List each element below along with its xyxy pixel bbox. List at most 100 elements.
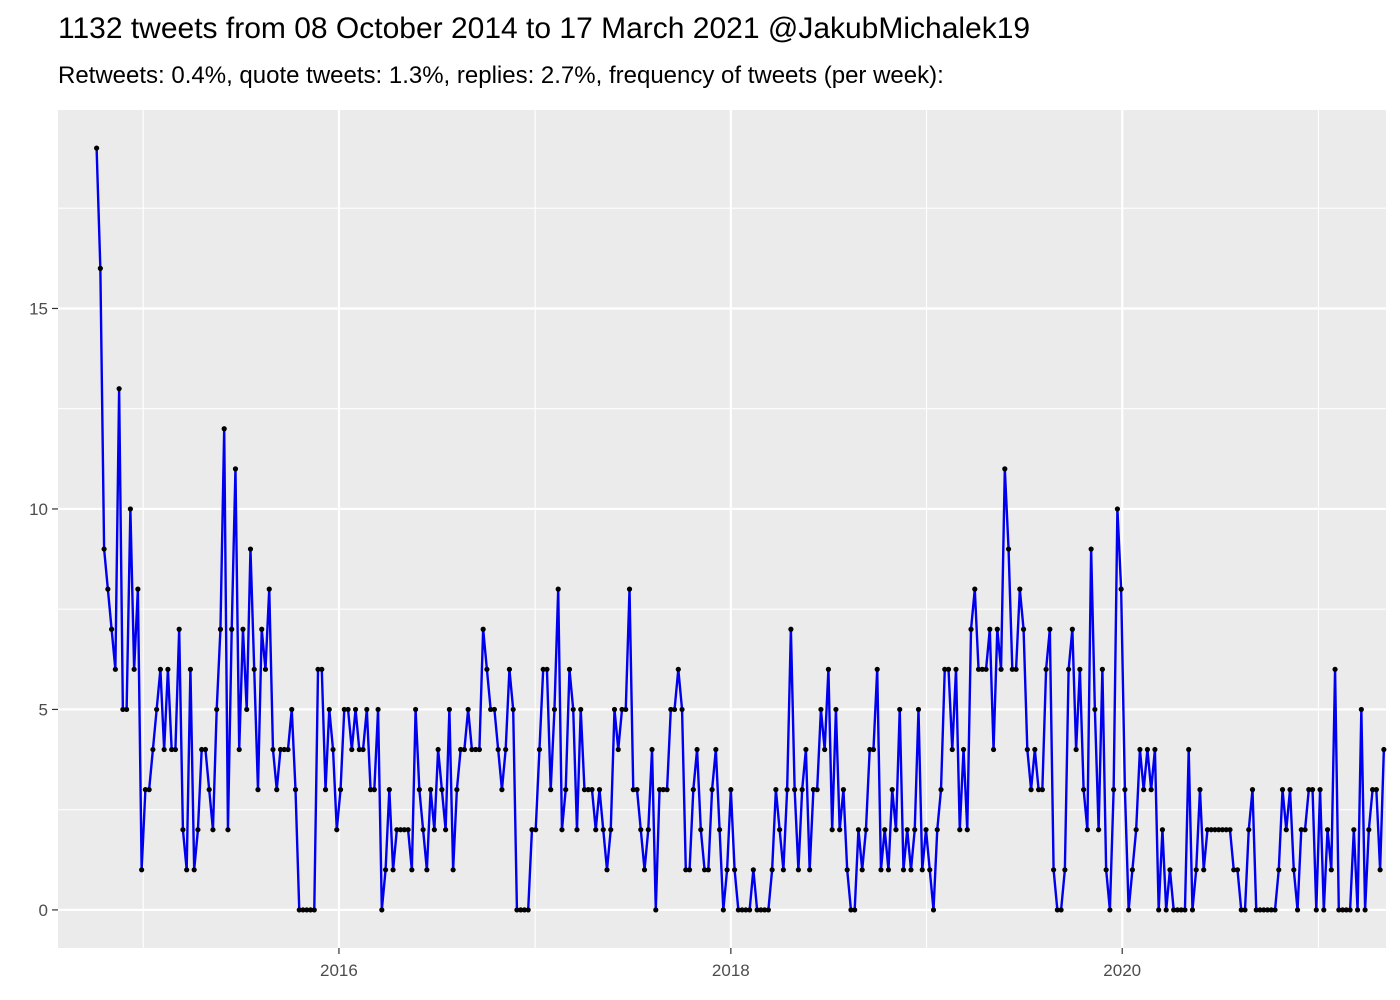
data-point — [656, 787, 663, 793]
data-point — [1092, 706, 1098, 713]
data-point — [533, 827, 539, 833]
data-point — [551, 706, 558, 713]
data-point — [1066, 666, 1072, 672]
data-point — [1178, 907, 1184, 913]
data-point — [229, 626, 235, 632]
data-point — [585, 787, 591, 793]
data-point — [1328, 867, 1334, 873]
data-point — [732, 867, 738, 873]
data-point — [1370, 787, 1376, 793]
data-point — [1381, 746, 1387, 753]
data-point — [390, 867, 396, 873]
y-tick-label: 15 — [29, 299, 48, 318]
data-point — [345, 706, 351, 713]
data-point — [777, 827, 783, 833]
data-point — [589, 787, 595, 793]
data-point — [184, 867, 190, 873]
data-point — [1017, 586, 1023, 592]
data-point — [994, 626, 1000, 632]
data-point — [326, 706, 332, 713]
data-point — [867, 746, 873, 753]
data-point — [724, 867, 730, 873]
data-point — [307, 907, 314, 913]
data-point — [1137, 746, 1143, 753]
data-point — [142, 787, 148, 793]
data-point — [754, 907, 760, 913]
data-point — [1051, 867, 1057, 873]
data-point — [882, 827, 888, 833]
data-point — [1096, 827, 1102, 833]
data-point — [923, 827, 929, 833]
data-point — [386, 787, 392, 793]
y-axis: 0 5 10 15 — [29, 299, 58, 920]
data-point — [112, 666, 118, 672]
data-point — [972, 586, 978, 592]
data-point — [915, 706, 922, 713]
data-point — [1298, 827, 1304, 833]
data-point — [1197, 787, 1203, 793]
data-point — [750, 867, 756, 873]
chart-title: 1132 tweets from 08 October 2014 to 17 M… — [58, 12, 1031, 45]
data-point — [1152, 746, 1158, 753]
data-point — [773, 787, 779, 793]
data-point — [912, 827, 918, 833]
data-point — [596, 787, 603, 793]
data-point — [127, 506, 133, 512]
data-point — [949, 746, 955, 753]
data-point — [367, 787, 374, 793]
data-point — [105, 586, 111, 592]
data-point — [476, 746, 482, 753]
data-point — [863, 827, 869, 833]
data-point — [450, 867, 456, 873]
data-point — [844, 867, 850, 873]
data-point — [232, 466, 239, 472]
data-point — [236, 746, 242, 753]
data-point — [1347, 907, 1353, 913]
data-point — [150, 746, 156, 753]
data-point — [1028, 787, 1034, 793]
data-point — [1159, 827, 1166, 833]
data-point — [214, 706, 220, 713]
data-point — [413, 706, 419, 713]
data-point — [187, 666, 194, 672]
data-point — [176, 626, 182, 632]
data-point — [495, 746, 501, 753]
data-point — [964, 827, 970, 833]
data-point — [1317, 787, 1323, 793]
data-point — [304, 907, 310, 913]
data-point — [247, 546, 254, 552]
data-point — [379, 907, 385, 913]
data-point — [840, 787, 847, 793]
data-point — [784, 787, 790, 793]
data-point — [1377, 867, 1383, 873]
data-point — [1227, 827, 1233, 833]
data-point — [713, 746, 719, 753]
data-point — [615, 746, 621, 753]
data-point — [630, 787, 636, 793]
data-point — [1054, 907, 1060, 913]
data-point — [1309, 787, 1316, 793]
data-point — [330, 746, 336, 753]
data-point — [1358, 706, 1364, 713]
data-point — [206, 787, 212, 793]
data-point — [945, 666, 952, 672]
data-point — [833, 706, 839, 713]
data-point — [172, 746, 179, 753]
data-point — [255, 787, 261, 793]
data-point — [443, 827, 449, 833]
data-point — [555, 586, 561, 592]
data-point — [1321, 907, 1327, 913]
data-point — [829, 827, 835, 833]
data-point — [885, 867, 892, 873]
data-point — [521, 907, 528, 913]
data-point — [1302, 827, 1308, 833]
data-point — [1238, 907, 1244, 913]
data-point — [653, 907, 659, 913]
data-point — [608, 827, 614, 833]
data-point — [131, 666, 137, 672]
data-point — [960, 746, 967, 753]
data-point — [1216, 827, 1222, 833]
data-point — [1279, 787, 1286, 793]
data-point — [154, 706, 160, 713]
data-point — [735, 907, 741, 913]
